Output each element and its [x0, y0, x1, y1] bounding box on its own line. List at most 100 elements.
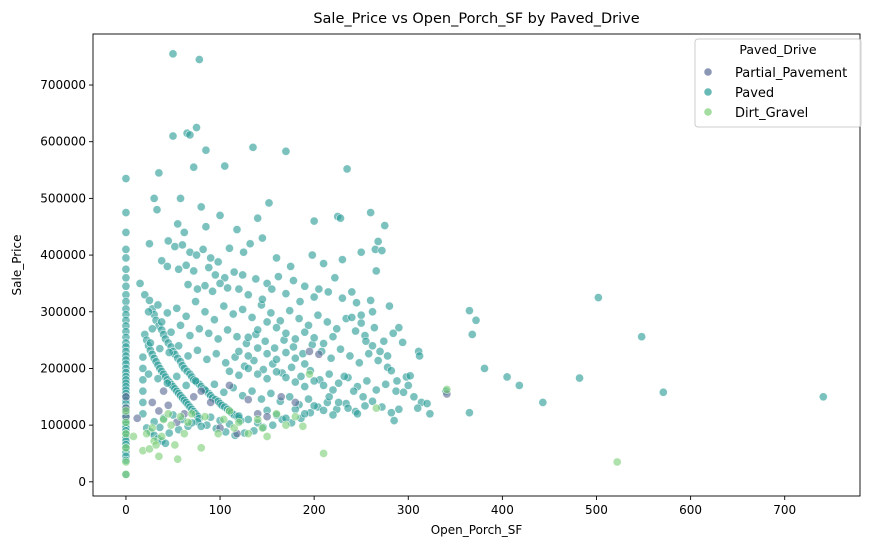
data-point — [138, 386, 148, 396]
data-point — [332, 324, 342, 334]
data-point — [262, 374, 272, 384]
data-point — [266, 388, 276, 398]
data-point — [121, 406, 131, 416]
data-point — [337, 255, 347, 265]
data-point — [366, 296, 376, 305]
data-point — [192, 250, 201, 260]
data-point — [239, 247, 248, 257]
data-point — [189, 392, 199, 402]
data-point — [154, 451, 164, 461]
y-tick-label: 700000 — [40, 78, 86, 92]
data-point — [336, 344, 345, 354]
data-point — [309, 333, 319, 343]
data-point — [319, 381, 328, 390]
data-point — [319, 406, 328, 415]
data-point — [351, 326, 360, 336]
data-point — [295, 297, 305, 306]
data-point — [356, 318, 366, 328]
data-point — [159, 386, 168, 396]
y-tick-label: 0 — [78, 475, 86, 489]
data-point — [157, 432, 167, 441]
data-point — [243, 332, 253, 342]
data-point — [381, 379, 391, 389]
data-point — [272, 354, 281, 364]
data-point — [281, 348, 291, 357]
data-point — [183, 417, 193, 427]
data-point — [281, 289, 291, 299]
data-point — [185, 331, 195, 340]
data-point — [262, 412, 272, 422]
data-point — [162, 262, 172, 271]
data-point — [121, 253, 131, 263]
data-point — [220, 273, 230, 283]
data-point — [234, 370, 244, 380]
data-point — [196, 421, 206, 431]
data-point — [272, 409, 281, 419]
data-point — [215, 279, 225, 288]
data-point — [121, 208, 131, 217]
data-point — [514, 381, 524, 390]
data-point — [328, 410, 338, 420]
data-point — [196, 443, 206, 453]
data-point — [164, 348, 174, 357]
data-point — [405, 371, 415, 381]
data-point — [220, 161, 230, 171]
data-point — [304, 394, 313, 404]
data-point — [138, 375, 148, 385]
y-tick-label: 200000 — [40, 361, 86, 375]
data-point — [179, 228, 189, 237]
x-tick-label: 600 — [679, 503, 702, 517]
data-point — [353, 409, 362, 419]
data-point — [373, 237, 383, 246]
data-point — [185, 130, 195, 140]
data-point — [304, 320, 313, 330]
data-point — [164, 428, 174, 438]
data-point — [238, 270, 248, 280]
data-point — [173, 454, 183, 464]
data-point — [257, 233, 267, 243]
data-point — [262, 279, 272, 288]
data-point — [145, 444, 154, 454]
data-point — [176, 412, 185, 422]
x-axis-label: Open_Porch_SF — [431, 523, 523, 537]
data-point — [349, 386, 359, 396]
data-point — [314, 349, 324, 359]
data-point — [471, 315, 481, 325]
data-point — [129, 432, 138, 441]
data-point — [324, 369, 334, 379]
data-point — [229, 267, 239, 277]
data-point — [575, 373, 584, 383]
y-tick-label: 500000 — [40, 191, 86, 205]
data-point — [208, 286, 217, 296]
data-point — [157, 317, 167, 327]
y-tick-label: 400000 — [40, 248, 86, 262]
data-point — [232, 332, 242, 342]
x-tick-label: 400 — [491, 503, 514, 517]
series-partial-pavement — [121, 347, 452, 439]
data-point — [287, 362, 296, 372]
data-point — [206, 398, 216, 407]
data-point — [132, 413, 142, 423]
data-point — [323, 287, 333, 297]
data-point — [243, 395, 253, 405]
y-tick-label: 100000 — [40, 418, 86, 432]
data-point — [196, 386, 206, 396]
data-point — [238, 305, 248, 314]
data-point — [371, 266, 381, 276]
data-point — [215, 210, 225, 220]
data-point — [145, 239, 154, 249]
x-tick-label: 500 — [585, 503, 608, 517]
data-point — [161, 438, 170, 448]
data-point — [309, 376, 319, 386]
y-axis-label: Sale_Price — [10, 235, 24, 296]
data-point — [174, 341, 184, 351]
data-point — [354, 358, 364, 368]
data-point — [309, 401, 319, 411]
data-point — [389, 416, 399, 426]
data-point — [157, 256, 167, 266]
data-point — [334, 378, 344, 388]
data-point — [392, 376, 402, 386]
y-tick-label: 600000 — [40, 135, 86, 149]
data-point — [229, 423, 239, 433]
data-point — [361, 336, 371, 346]
